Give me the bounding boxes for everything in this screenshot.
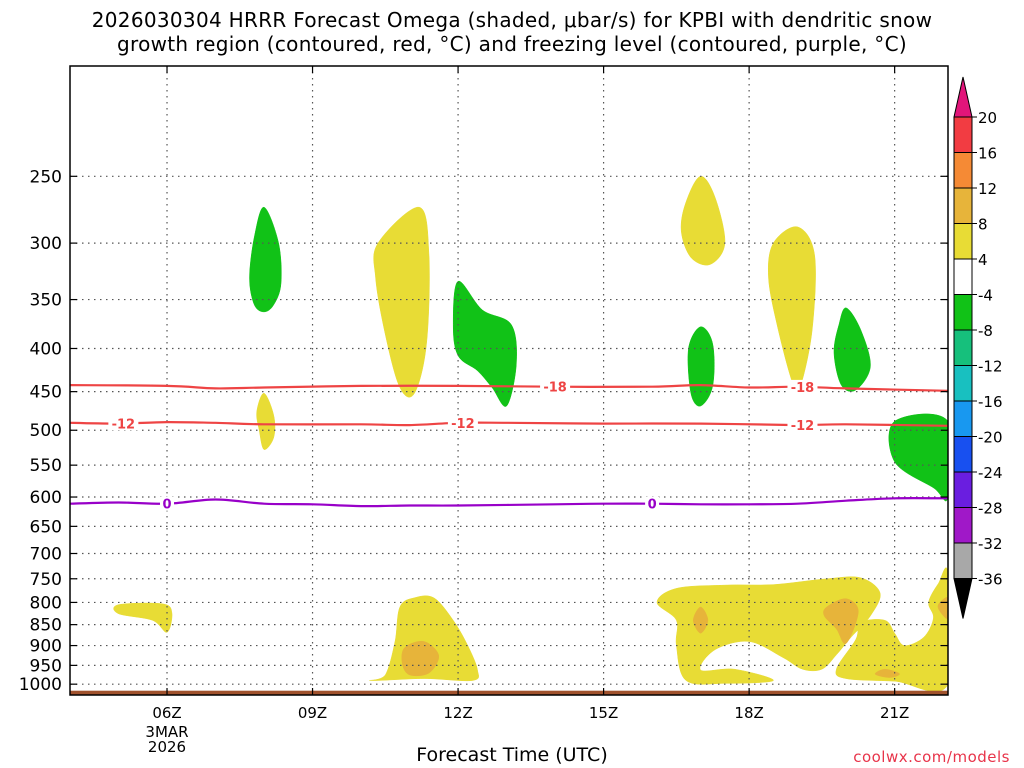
- omega-region-7: [888, 413, 948, 502]
- x-axis-label: Forecast Time (UTC): [416, 744, 608, 766]
- colorbar-swatch-2: [953, 187, 973, 224]
- ytick-label-950: 950: [30, 656, 62, 676]
- colorbar-top-arrow: [953, 76, 973, 118]
- xtick-label-18Z: 18Z: [734, 704, 763, 722]
- colorbar-swatch-5: [953, 294, 973, 331]
- contour-label--12-0: -12: [112, 417, 136, 432]
- xtick-label-12Z: 12Z: [443, 704, 472, 722]
- colorbar-label-5: -4: [978, 287, 993, 305]
- omega-region-15: [823, 598, 859, 645]
- colorbar-label-3: 8: [978, 216, 988, 234]
- colorbar-swatch-7: [953, 365, 973, 402]
- x-date-label-1: 2026: [148, 738, 186, 756]
- xtick-label-06Z: 06Z: [152, 704, 181, 722]
- ytick-label-700: 700: [30, 545, 62, 565]
- omega-region-12: [656, 576, 881, 685]
- chart-title-line2: growth region (contoured, red, °C) and f…: [117, 32, 907, 56]
- contour-label-bg-0-1: [645, 496, 660, 511]
- contour-layer: -18 -18 -12 -12 -12 0 0: [70, 379, 948, 513]
- colorbar-label-0: 20: [978, 109, 997, 127]
- ytick-label-750: 750: [30, 570, 62, 590]
- contour-label-bg--18-1: [787, 379, 818, 394]
- ytick-label-350: 350: [30, 291, 62, 311]
- contour-label-0-1: 0: [648, 498, 657, 513]
- omega-region-5: [767, 226, 816, 393]
- colorbar: 20 16 12 8 4 -4 -8 -12 -16 -20 -24 -28 -32 -36: [953, 76, 1003, 619]
- colorbar-label-13: -36: [978, 571, 1003, 589]
- xtick-label-09Z: 09Z: [298, 704, 327, 722]
- ytick-label-650: 650: [30, 517, 62, 537]
- contour-label--18-1: -18: [791, 381, 815, 396]
- contour-label--12-1: -12: [451, 417, 475, 432]
- omega-region-2: [452, 281, 517, 407]
- contour-label-bg--12-2: [787, 418, 818, 433]
- colorbar-label-8: -16: [978, 393, 1003, 411]
- omega-region-13: [835, 567, 948, 692]
- contour-label-bg--12-0: [108, 416, 139, 431]
- ytick-label-450: 450: [30, 383, 62, 403]
- colorbar-label-6: -8: [978, 322, 993, 340]
- terrain-bar: [70, 690, 948, 695]
- ytick-label-900: 900: [30, 637, 62, 657]
- colorbar-label-4: 4: [978, 251, 988, 269]
- ytick-label-250: 250: [30, 167, 62, 187]
- ytick-label-600: 600: [30, 488, 62, 508]
- omega-region-9: [113, 602, 173, 633]
- omega-region-8: [256, 393, 276, 450]
- colorbar-label-10: -24: [978, 464, 1003, 482]
- colorbar-label-7: -12: [978, 358, 1003, 376]
- grid-layer: [70, 66, 948, 695]
- omega-region-3: [680, 176, 726, 266]
- omega-region-14: [693, 606, 709, 634]
- plot-frame: [69, 65, 949, 696]
- ytick-label-850: 850: [30, 616, 62, 636]
- axes-layer: 2503003504004505005506006507007508008509…: [19, 66, 948, 756]
- contour-label--18-0: -18: [543, 381, 567, 396]
- colorbar-label-2: 12: [978, 180, 997, 198]
- omega-region-6: [833, 307, 871, 392]
- omega-shading-layer: [113, 176, 948, 692]
- colorbar-swatch-4: [953, 258, 973, 295]
- colorbar-swatch-11: [953, 507, 973, 544]
- ytick-label-800: 800: [30, 593, 62, 613]
- credit-text: coolwx.com/models: [853, 748, 1010, 766]
- ytick-label-300: 300: [30, 234, 62, 254]
- colorbar-label-11: -28: [978, 500, 1003, 518]
- omega-region-0: [249, 206, 282, 313]
- xtick-label-21Z: 21Z: [880, 704, 909, 722]
- omega-region-1: [373, 206, 430, 398]
- colorbar-label-12: -32: [978, 535, 1003, 553]
- omega-region-10: [369, 595, 479, 682]
- xtick-label-15Z: 15Z: [589, 704, 618, 722]
- colorbar-swatch-6: [953, 329, 973, 366]
- ytick-label-550: 550: [30, 456, 62, 476]
- colorbar-swatch-8: [953, 400, 973, 437]
- contour-label--12-2: -12: [791, 419, 815, 434]
- contour-label-bg--12-1: [447, 415, 478, 430]
- omega-region-4: [687, 326, 715, 407]
- colorbar-swatch-10: [953, 471, 973, 508]
- contour-label-bg--18-0: [540, 379, 571, 394]
- ytick-label-500: 500: [30, 421, 62, 441]
- colorbar-bottom-arrow: [953, 578, 973, 619]
- colorbar-label-9: -20: [978, 429, 1003, 447]
- colorbar-swatch-12: [953, 542, 973, 579]
- colorbar-swatch-0: [953, 116, 973, 153]
- colorbar-swatch-3: [953, 223, 973, 260]
- colorbar-label-1: 16: [978, 145, 997, 163]
- omega-region-11: [401, 640, 439, 677]
- x-date-label-0: 3MAR: [145, 723, 188, 741]
- ytick-label-1000: 1000: [19, 675, 62, 695]
- contour-label-bg-0-0: [160, 496, 175, 511]
- chart-title-line1: 2026030304 HRRR Forecast Omega (shaded, …: [91, 8, 933, 32]
- terrain-layer: [70, 690, 948, 695]
- omega-region-16: [874, 668, 900, 678]
- colorbar-swatch-1: [953, 152, 973, 189]
- contour-0: [70, 496, 948, 508]
- ytick-label-400: 400: [30, 339, 62, 359]
- colorbar-swatch-9: [953, 436, 973, 473]
- contour-label-0-0: 0: [162, 498, 171, 513]
